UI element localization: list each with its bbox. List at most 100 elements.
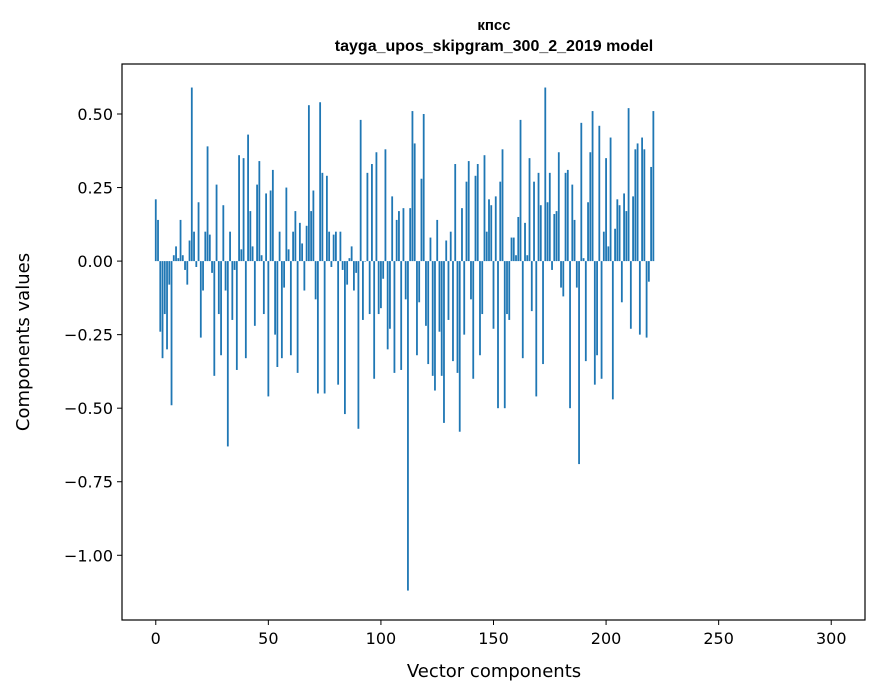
bar-54 <box>276 261 279 367</box>
bar-98 <box>375 152 378 262</box>
bar-14 <box>186 261 189 285</box>
bar-148 <box>488 199 490 262</box>
bar-80 <box>334 231 337 262</box>
bar-89 <box>355 261 358 273</box>
bar-4 <box>163 261 166 315</box>
bar-29 <box>220 261 222 356</box>
bar-70 <box>312 190 315 262</box>
bar-42 <box>249 211 252 262</box>
bar-64 <box>298 222 301 262</box>
bar-143 <box>476 164 479 262</box>
bar-219 <box>647 261 650 282</box>
bar-28 <box>217 261 220 315</box>
bar-108 <box>398 211 400 262</box>
bar-121 <box>427 261 430 365</box>
bar-19 <box>197 202 200 262</box>
bar-154 <box>501 149 504 262</box>
bar-119 <box>422 114 425 262</box>
bar-158 <box>510 237 513 262</box>
bar-149 <box>490 205 493 262</box>
bar-114 <box>411 111 414 262</box>
bar-72 <box>316 261 319 394</box>
bar-37 <box>238 155 240 262</box>
bar-209 <box>625 211 628 262</box>
bar-140 <box>470 261 472 300</box>
bar-40 <box>244 261 247 359</box>
bar-126 <box>438 261 441 332</box>
bar-153 <box>499 181 502 262</box>
bar-172 <box>542 261 544 365</box>
bar-30 <box>222 205 225 262</box>
bar-88 <box>353 261 355 291</box>
bar-95 <box>368 261 371 315</box>
bar-107 <box>395 219 398 262</box>
bar-162 <box>519 119 522 262</box>
bar-169 <box>535 261 538 397</box>
bar-129 <box>445 240 448 262</box>
bar-204 <box>614 228 616 262</box>
bar-155 <box>503 261 506 409</box>
bar-17 <box>193 231 195 262</box>
bar-186 <box>573 219 576 262</box>
bar-34 <box>231 261 234 320</box>
y-axis-label: Components values <box>13 253 34 431</box>
x-tick-label: 150 <box>478 629 509 648</box>
bar-127 <box>440 261 443 376</box>
bar-76 <box>325 175 328 262</box>
bar-32 <box>226 261 229 447</box>
bar-215 <box>638 261 641 335</box>
bar-56 <box>280 261 283 359</box>
bar-1 <box>157 219 159 262</box>
bar-36 <box>235 261 238 370</box>
bar-101 <box>382 261 385 279</box>
bar-175 <box>548 172 551 262</box>
bar-85 <box>346 261 349 285</box>
bar-139 <box>467 161 470 262</box>
bar-3 <box>161 261 164 359</box>
bar-83 <box>341 261 344 270</box>
bar-120 <box>425 261 427 326</box>
chart-title: кпсс <box>477 17 510 34</box>
bar-49 <box>265 193 267 262</box>
x-tick-label: 0 <box>151 629 161 648</box>
bar-182 <box>564 172 567 262</box>
bar-58 <box>285 187 288 262</box>
bar-180 <box>560 261 562 288</box>
bar-61 <box>292 231 295 262</box>
bar-168 <box>533 181 535 262</box>
bar-75 <box>323 261 326 394</box>
y-tick-label: −0.50 <box>64 399 113 418</box>
bar-136 <box>461 208 463 262</box>
bar-24 <box>208 234 211 262</box>
bar-144 <box>479 261 481 356</box>
bar-100 <box>380 261 382 309</box>
bar-146 <box>483 155 486 262</box>
bar-191 <box>584 261 587 362</box>
bar-196 <box>596 261 598 356</box>
bar-27 <box>215 184 218 262</box>
bar-188 <box>578 261 580 465</box>
bar-7 <box>170 261 173 406</box>
bar-71 <box>314 261 317 300</box>
bar-161 <box>517 216 520 262</box>
bar-73 <box>319 102 322 262</box>
y-axis-ticks: 0.50 0.25 0.00 −0.25 −0.50 −0.75 −1.00 <box>64 105 122 565</box>
bar-90 <box>357 261 360 429</box>
x-tick-label: 250 <box>703 629 734 648</box>
bar-156 <box>506 261 508 315</box>
bar-104 <box>389 261 391 329</box>
bar-45 <box>256 184 258 262</box>
bar-189 <box>580 122 583 262</box>
bar-193 <box>589 152 592 262</box>
y-tick-label: 0.50 <box>77 105 113 124</box>
bar-133 <box>454 164 457 262</box>
bar-82 <box>339 231 342 262</box>
bar-44 <box>253 261 256 326</box>
bar-92 <box>362 261 364 320</box>
bar-171 <box>539 205 542 262</box>
y-tick-label: −0.75 <box>64 473 113 492</box>
bar-39 <box>242 158 245 262</box>
bar-218 <box>645 261 648 338</box>
